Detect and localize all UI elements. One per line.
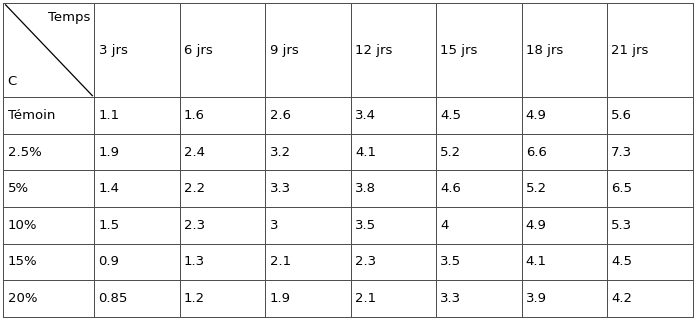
Text: 5.2: 5.2 bbox=[526, 182, 547, 195]
Text: 4.5: 4.5 bbox=[611, 255, 632, 268]
Text: 1.1: 1.1 bbox=[99, 109, 120, 122]
Text: 5%: 5% bbox=[8, 182, 28, 195]
Text: 4.9: 4.9 bbox=[526, 219, 547, 232]
Text: 3 jrs: 3 jrs bbox=[99, 44, 128, 57]
Text: C: C bbox=[8, 75, 17, 88]
Text: 10%: 10% bbox=[8, 219, 37, 232]
Text: 1.5: 1.5 bbox=[99, 219, 120, 232]
Text: 9 jrs: 9 jrs bbox=[269, 44, 298, 57]
Text: 6.6: 6.6 bbox=[526, 146, 547, 159]
Text: 20%: 20% bbox=[8, 292, 37, 305]
Text: 3.5: 3.5 bbox=[355, 219, 376, 232]
Text: 1.9: 1.9 bbox=[269, 292, 291, 305]
Text: 3: 3 bbox=[269, 219, 278, 232]
Text: 1.4: 1.4 bbox=[99, 182, 119, 195]
Text: 4.5: 4.5 bbox=[441, 109, 462, 122]
Text: 2.5%: 2.5% bbox=[8, 146, 42, 159]
Text: 1.3: 1.3 bbox=[184, 255, 205, 268]
Text: Temps: Temps bbox=[48, 11, 90, 24]
Text: 1.6: 1.6 bbox=[184, 109, 205, 122]
Text: 2.1: 2.1 bbox=[269, 255, 291, 268]
Text: 4: 4 bbox=[441, 219, 449, 232]
Text: 2.4: 2.4 bbox=[184, 146, 205, 159]
Text: 3.5: 3.5 bbox=[441, 255, 462, 268]
Text: 1.9: 1.9 bbox=[99, 146, 119, 159]
Text: 15 jrs: 15 jrs bbox=[441, 44, 477, 57]
Text: 3.3: 3.3 bbox=[441, 292, 462, 305]
Text: 2.2: 2.2 bbox=[184, 182, 205, 195]
Text: 1.2: 1.2 bbox=[184, 292, 205, 305]
Text: 4.2: 4.2 bbox=[611, 292, 632, 305]
Text: 2.1: 2.1 bbox=[355, 292, 376, 305]
Text: 2.6: 2.6 bbox=[269, 109, 291, 122]
Text: 4.1: 4.1 bbox=[355, 146, 376, 159]
Text: 3.2: 3.2 bbox=[269, 146, 291, 159]
Text: 2.3: 2.3 bbox=[355, 255, 376, 268]
Text: 15%: 15% bbox=[8, 255, 37, 268]
Text: 5.2: 5.2 bbox=[441, 146, 462, 159]
Text: 3.8: 3.8 bbox=[355, 182, 376, 195]
Text: 4.6: 4.6 bbox=[441, 182, 462, 195]
Text: 0.9: 0.9 bbox=[99, 255, 119, 268]
Text: 6.5: 6.5 bbox=[611, 182, 632, 195]
Text: 2.3: 2.3 bbox=[184, 219, 205, 232]
Text: 3.9: 3.9 bbox=[526, 292, 547, 305]
Text: 18 jrs: 18 jrs bbox=[526, 44, 563, 57]
Text: 21 jrs: 21 jrs bbox=[611, 44, 649, 57]
Text: 6 jrs: 6 jrs bbox=[184, 44, 213, 57]
Text: 0.85: 0.85 bbox=[99, 292, 128, 305]
Text: 3.4: 3.4 bbox=[355, 109, 376, 122]
Text: 5.6: 5.6 bbox=[611, 109, 632, 122]
Text: 12 jrs: 12 jrs bbox=[355, 44, 392, 57]
Text: 3.3: 3.3 bbox=[269, 182, 291, 195]
Text: 7.3: 7.3 bbox=[611, 146, 632, 159]
Text: 4.1: 4.1 bbox=[526, 255, 547, 268]
Text: 5.3: 5.3 bbox=[611, 219, 632, 232]
Text: Témoin: Témoin bbox=[8, 109, 55, 122]
Text: 4.9: 4.9 bbox=[526, 109, 547, 122]
